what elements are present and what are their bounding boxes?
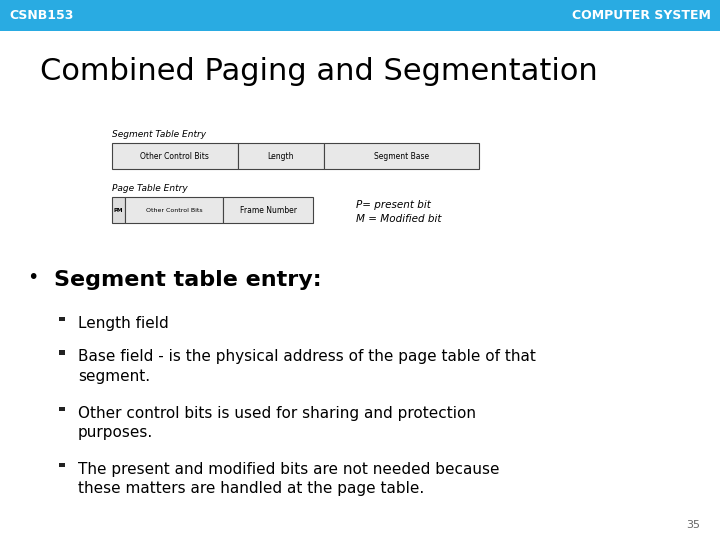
Text: Length: Length — [268, 152, 294, 160]
Text: Segment Base: Segment Base — [374, 152, 429, 160]
Bar — [125, 197, 223, 223]
Text: Combined Paging and Segmentation: Combined Paging and Segmentation — [40, 57, 598, 86]
Bar — [238, 143, 324, 169]
Bar — [112, 197, 125, 223]
Text: Length field: Length field — [78, 316, 168, 331]
Text: Segment table entry:: Segment table entry: — [54, 270, 322, 290]
Bar — [59, 463, 65, 467]
Text: M = Modified bit: M = Modified bit — [356, 214, 442, 224]
Text: Base field - is the physical address of the page table of that
segment.: Base field - is the physical address of … — [78, 349, 536, 383]
Text: PM: PM — [113, 207, 123, 213]
Text: CSNB153: CSNB153 — [9, 9, 73, 22]
Text: Other Control Bits: Other Control Bits — [145, 207, 202, 213]
Bar — [59, 350, 65, 355]
Text: Page Table Entry: Page Table Entry — [112, 184, 187, 193]
Bar — [0, 0, 720, 31]
Bar — [112, 143, 238, 169]
Text: •: • — [27, 268, 39, 287]
Text: The present and modified bits are not needed because
these matters are handled a: The present and modified bits are not ne… — [78, 462, 499, 496]
Text: Segment Table Entry: Segment Table Entry — [112, 130, 206, 139]
Text: Other control bits is used for sharing and protection
purposes.: Other control bits is used for sharing a… — [78, 406, 476, 440]
Bar — [324, 143, 479, 169]
Text: 35: 35 — [686, 520, 700, 530]
Text: Other Control Bits: Other Control Bits — [140, 152, 209, 160]
Bar — [59, 317, 65, 321]
Bar — [223, 197, 313, 223]
Text: P= present bit: P= present bit — [356, 200, 431, 210]
Text: COMPUTER SYSTEM: COMPUTER SYSTEM — [572, 9, 711, 22]
Text: Frame Number: Frame Number — [240, 206, 297, 214]
Bar — [59, 407, 65, 411]
